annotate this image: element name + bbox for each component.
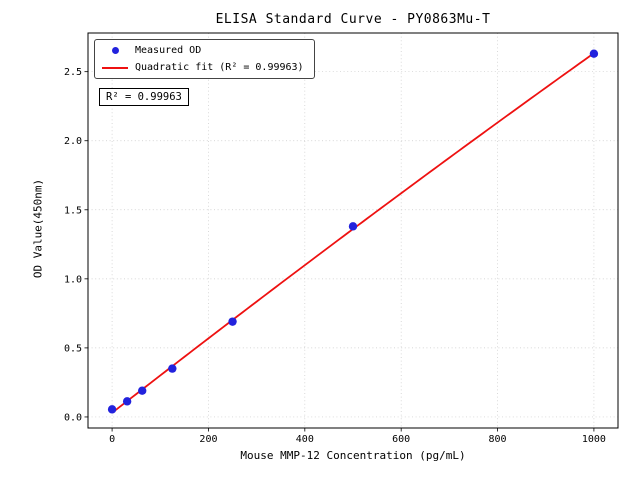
y-axis-label: OD Value(450nm) <box>31 178 45 279</box>
data-point <box>122 397 132 406</box>
legend-item-measured-od: Measured OD <box>102 45 304 56</box>
legend-label-quadratic-fit: Quadratic fit (R² = 0.99963) <box>135 62 304 73</box>
plot-border <box>87 32 619 429</box>
fit-line <box>111 52 595 414</box>
data-point <box>107 405 117 414</box>
x-tick-label: 600 <box>392 434 410 445</box>
legend-label-measured-od: Measured OD <box>135 45 202 56</box>
x-tick-label: 200 <box>199 434 217 445</box>
data-point <box>589 49 599 58</box>
y-tick-label: 0.0 <box>64 412 82 423</box>
y-tick-label: 1.0 <box>64 274 82 285</box>
legend-item-quadratic-fit: Quadratic fit (R² = 0.99963) <box>102 62 304 73</box>
y-tick-label: 0.5 <box>64 343 82 354</box>
line-marker-icon <box>102 66 128 69</box>
x-tick-label: 0 <box>109 434 115 445</box>
x-axis-label: Mouse MMP-12 Concentration (pg/mL) <box>240 449 466 462</box>
x-tick-label: 800 <box>489 434 507 445</box>
legend: Measured OD Quadratic fit (R² = 0.99963) <box>94 39 315 79</box>
legend-handle <box>102 66 128 69</box>
data-point <box>348 222 358 231</box>
data-point <box>168 364 177 373</box>
data-point <box>138 386 147 395</box>
scatter-marker-icon <box>111 47 119 54</box>
y-tick-label: 2.0 <box>64 136 82 147</box>
chart-title: ELISA Standard Curve - PY0863Mu-T <box>215 12 491 27</box>
data-point <box>228 317 237 326</box>
x-tick-label: 400 <box>296 434 314 445</box>
y-tick-label: 2.5 <box>64 67 82 78</box>
y-tick-label: 1.5 <box>64 205 82 216</box>
r-squared-annotation: R² = 0.99963 <box>99 88 189 106</box>
legend-handle <box>102 47 128 54</box>
x-tick-label: 1000 <box>582 434 606 445</box>
